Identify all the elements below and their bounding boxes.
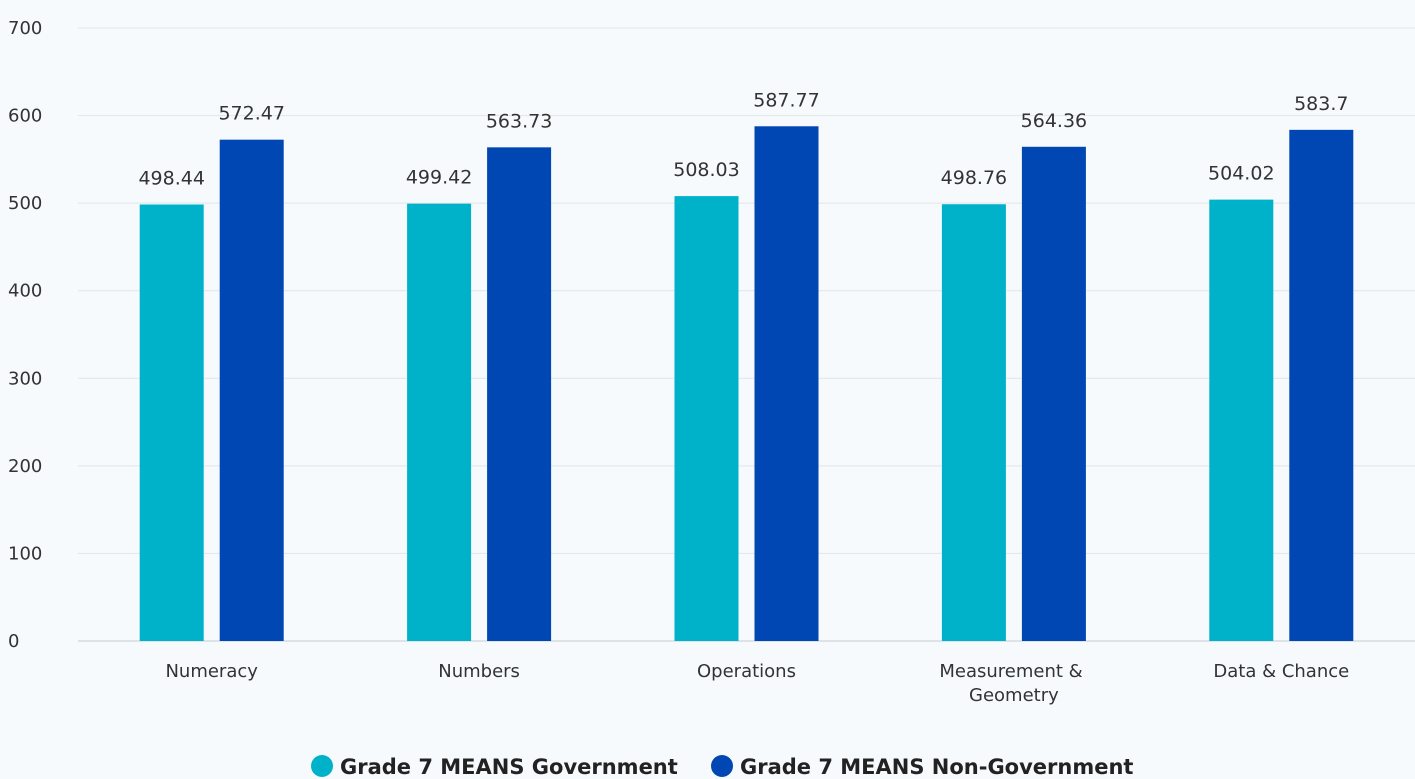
bar (487, 147, 552, 641)
bar (941, 204, 1006, 641)
legend-marker (311, 755, 333, 777)
y-tick-label: 100 (8, 543, 42, 564)
x-tick-label: Measurement & Geometry (939, 661, 1088, 706)
data-label: 587.77 (753, 89, 819, 111)
y-tick-label: 700 (8, 18, 42, 39)
data-label: 499.42 (406, 167, 472, 189)
x-tick-label-line: Geometry (969, 685, 1059, 706)
y-tick-label: 0 (8, 631, 19, 652)
x-tick-label: Numbers (438, 661, 520, 682)
bar (139, 204, 204, 641)
data-label: 564.36 (1021, 110, 1087, 132)
bar (1021, 146, 1086, 641)
bar (1209, 199, 1274, 641)
bar (674, 196, 739, 641)
bar (407, 203, 472, 642)
data-label: 563.73 (486, 110, 552, 132)
data-label: 572.47 (218, 103, 284, 125)
bar (219, 139, 284, 641)
data-label: 583.7 (1294, 93, 1348, 115)
data-label: 504.02 (1208, 163, 1274, 185)
bar (1289, 129, 1354, 641)
x-tick-label: Numeracy (165, 661, 258, 682)
x-tick-label-line: Measurement & (939, 661, 1088, 682)
y-tick-label: 500 (8, 193, 42, 214)
bar (754, 126, 819, 641)
x-tick-label: Data & Chance (1213, 661, 1349, 682)
data-label: 498.76 (941, 167, 1007, 189)
y-tick-label: 300 (8, 368, 42, 389)
legend-label: Grade 7 MEANS Non-Government (740, 755, 1133, 779)
data-label: 498.44 (138, 168, 204, 190)
y-tick-label: 200 (8, 456, 42, 477)
legend-marker (711, 755, 733, 777)
data-label: 508.03 (673, 159, 739, 181)
legend-label: Grade 7 MEANS Government (340, 755, 678, 779)
y-tick-label: 400 (8, 281, 42, 302)
x-tick-label: Operations (697, 661, 796, 682)
y-tick-label: 600 (8, 106, 42, 127)
